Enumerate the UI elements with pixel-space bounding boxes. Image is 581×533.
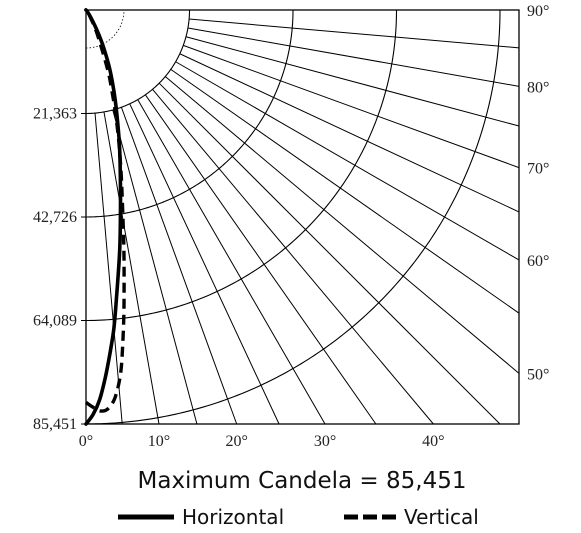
angle-label-right: 60° bbox=[527, 253, 549, 270]
angle-gridline bbox=[129, 103, 280, 425]
angle-gridline bbox=[170, 68, 520, 314]
radial-tick-label: 85,451 bbox=[33, 416, 77, 433]
radial-gridline bbox=[85, 9, 501, 425]
angle-label-right: 70° bbox=[527, 161, 549, 178]
angle-label-bottom: 30° bbox=[314, 433, 336, 450]
angle-label-bottom: 0° bbox=[79, 433, 93, 450]
angle-label-right: 90° bbox=[527, 3, 549, 20]
angle-gridline bbox=[158, 82, 501, 425]
angle-gridline bbox=[183, 44, 520, 169]
legend-label-vertical: Vertical bbox=[404, 505, 479, 529]
angle-gridline bbox=[185, 36, 520, 127]
series-vertical-curve bbox=[84, 8, 126, 413]
inner-dotted-arc bbox=[85, 9, 125, 49]
radial-gridline bbox=[86, 10, 191, 115]
radial-gridline bbox=[85, 9, 398, 322]
angle-gridline bbox=[112, 109, 198, 425]
angle-gridline bbox=[189, 18, 520, 49]
angle-gridline bbox=[187, 27, 520, 87]
chart-grid bbox=[85, 9, 520, 425]
angle-gridline bbox=[120, 107, 238, 425]
angle-gridline bbox=[164, 76, 520, 374]
chart-caption: Maximum Candela = 85,451 bbox=[138, 468, 467, 494]
angle-gridline bbox=[179, 53, 520, 213]
radial-gridline bbox=[85, 9, 294, 218]
angle-gridline bbox=[103, 111, 160, 425]
angle-label-bottom: 10° bbox=[148, 433, 170, 450]
angle-gridline bbox=[152, 88, 434, 425]
angle-gridline bbox=[175, 61, 520, 261]
chart-series bbox=[84, 8, 126, 426]
angle-label-right: 80° bbox=[527, 79, 549, 96]
angle-label-right: 50° bbox=[527, 366, 549, 383]
legend-label-horizontal: Horizontal bbox=[182, 505, 284, 529]
legend: Horizontal Vertical bbox=[118, 505, 479, 529]
angle-gridline bbox=[144, 94, 377, 425]
angle-gridline bbox=[94, 113, 123, 425]
radial-tick-label: 64,089 bbox=[33, 313, 77, 330]
radial-tick-label: 21,363 bbox=[33, 106, 77, 123]
angle-label-bottom: 40° bbox=[422, 433, 444, 450]
angle-gridline bbox=[137, 99, 326, 425]
chart-frame bbox=[85, 9, 520, 425]
radial-tick-label: 42,726 bbox=[33, 209, 77, 226]
angle-label-bottom: 20° bbox=[225, 433, 247, 450]
